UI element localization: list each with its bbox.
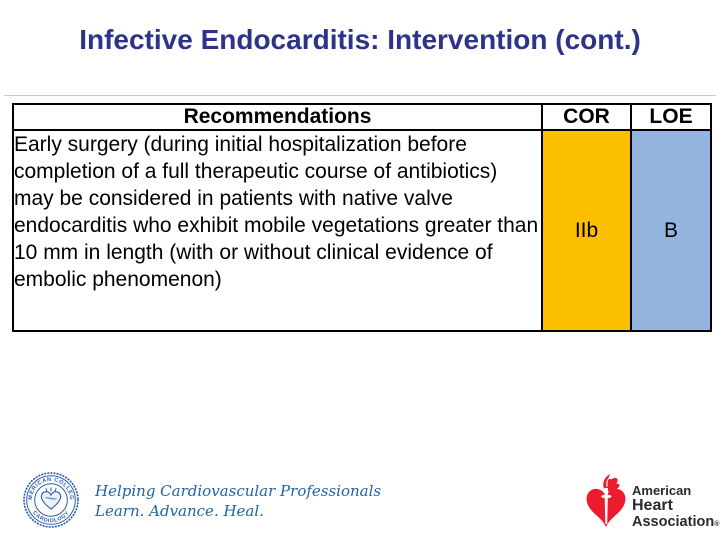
header-cor: COR <box>541 103 632 131</box>
aha-wordmark: American Heart Association® <box>632 484 719 533</box>
aha-wordmark-line1: American <box>632 483 692 498</box>
acc-tagline: Helping Cardiovascular Professionals Lea… <box>95 481 381 521</box>
cor-value-cell: IIb <box>541 129 632 332</box>
svg-text:CARDIOLOGY: CARDIOLOGY <box>31 510 71 524</box>
acc-seal-heart-icon <box>40 487 62 510</box>
header-loe: LOE <box>630 103 712 131</box>
acc-tagline-line2: Learn. Advance. Heal. <box>95 502 264 520</box>
acc-seal-bottom-text: CARDIOLOGY <box>31 510 70 524</box>
aha-heart-torch-icon <box>586 474 626 527</box>
page-title: Infective Endocarditis: Intervention (co… <box>79 24 641 55</box>
acc-tagline-line1: Helping Cardiovascular Professionals <box>95 482 382 500</box>
header-recommendations: Recommendations <box>12 103 543 131</box>
acc-seal-icon: AMERICAN COLLEGE CARDIOLOGY <box>22 471 79 528</box>
recommendations-table: Recommendations COR LOE Early surgery (d… <box>12 103 712 332</box>
content-divider <box>4 95 716 96</box>
registered-mark: ® <box>714 521 720 528</box>
table-header-row: Recommendations COR LOE <box>12 103 712 131</box>
table-row: Early surgery (during initial hospitaliz… <box>12 129 712 332</box>
aha-wordmark-line3: Association® <box>632 514 720 530</box>
recommendation-text-cell: Early surgery (during initial hospitaliz… <box>12 129 543 332</box>
loe-value-cell: B <box>630 129 712 332</box>
aha-wordmark-line2: Heart <box>632 497 673 514</box>
